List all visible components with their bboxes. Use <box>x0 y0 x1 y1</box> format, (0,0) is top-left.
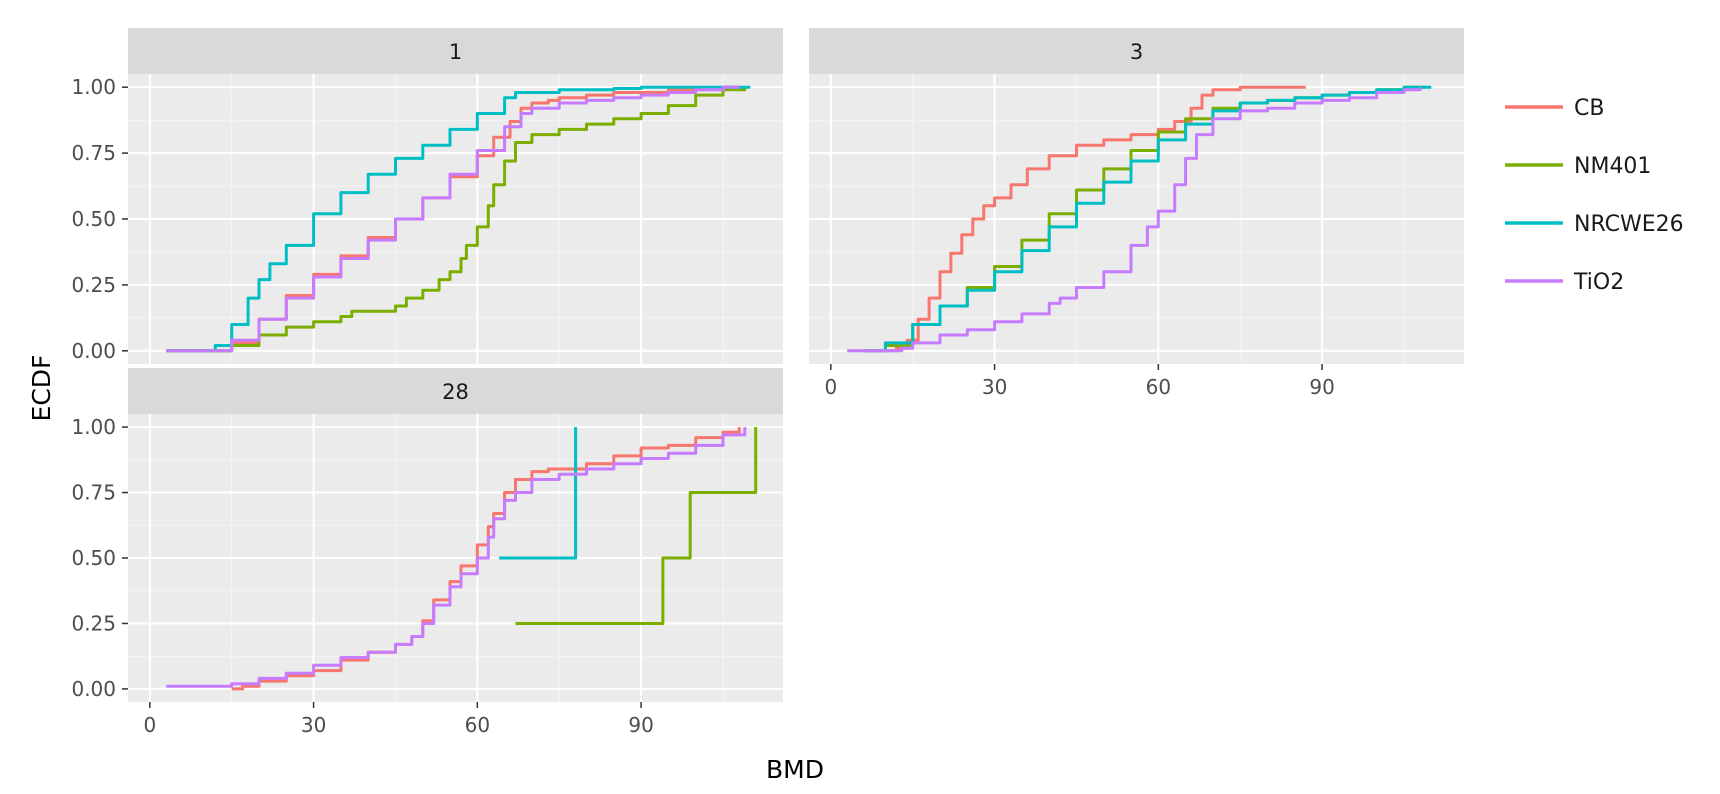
facet-strip-label: 1 <box>449 40 462 64</box>
series-line-nrcwe26 <box>499 427 578 560</box>
series-line-tio2 <box>166 85 740 353</box>
x-axis-title: BMD <box>766 755 824 784</box>
facet-strip-label: 3 <box>1130 40 1143 64</box>
legend-label-nrcwe26: NRCWE26 <box>1574 212 1684 237</box>
series-line-nrcwe26 <box>863 85 1432 353</box>
facet-strip-label: 28 <box>442 380 469 404</box>
facet-panel-1: 1 0.00 0.25 0.50 0.75 1.00 <box>71 28 783 364</box>
y-tick-label: 0.25 <box>71 273 116 297</box>
y-tick-label: 1.00 <box>71 415 116 439</box>
x-tick-label: 0 <box>824 375 837 399</box>
facet-panel-3: 30 30 60 90 <box>809 28 1464 399</box>
facet-strip <box>809 28 1464 74</box>
legend-label-tio2: TiO2 <box>1573 270 1624 295</box>
y-tick-label: 0.25 <box>71 611 116 635</box>
series-line-nrcwe26 <box>166 85 751 353</box>
legend: CB NM401 NRCWE26 TiO2 <box>1505 96 1684 295</box>
y-tick-label: 0.50 <box>71 207 116 231</box>
facet-strip <box>128 28 783 74</box>
x-tick-label: 60 <box>1146 375 1171 399</box>
series-line-nm401 <box>515 427 758 625</box>
facet-strip <box>128 368 783 414</box>
x-tick-label: 90 <box>628 713 653 737</box>
facet-panel-28: 28 0.00 0.25 0.50 0.75 1.00 0 30 60 90 <box>71 368 783 737</box>
y-tick-label: 1.00 <box>71 75 116 99</box>
series-line-nm401 <box>166 87 747 353</box>
x-tick-label: 0 <box>143 713 156 737</box>
y-axis-title: ECDF <box>27 355 56 422</box>
legend-label-nm401: NM401 <box>1574 154 1651 179</box>
y-tick-label: 0.75 <box>71 481 116 505</box>
series-line-cb <box>231 427 741 691</box>
series-line-cb <box>885 85 1306 353</box>
y-tick-label: 0.00 <box>71 339 116 363</box>
x-tick-label: 60 <box>465 713 490 737</box>
series-line-tio2 <box>166 427 747 688</box>
series-line-tio2 <box>847 87 1422 353</box>
y-tick-label: 0.50 <box>71 546 116 570</box>
series-line-cb <box>166 85 740 353</box>
x-tick-label: 30 <box>301 713 326 737</box>
legend-label-cb: CB <box>1574 96 1604 121</box>
x-tick-label: 30 <box>982 375 1007 399</box>
y-tick-label: 0.00 <box>71 677 116 701</box>
x-tick-label: 90 <box>1309 375 1334 399</box>
y-tick-label: 0.75 <box>71 141 116 165</box>
